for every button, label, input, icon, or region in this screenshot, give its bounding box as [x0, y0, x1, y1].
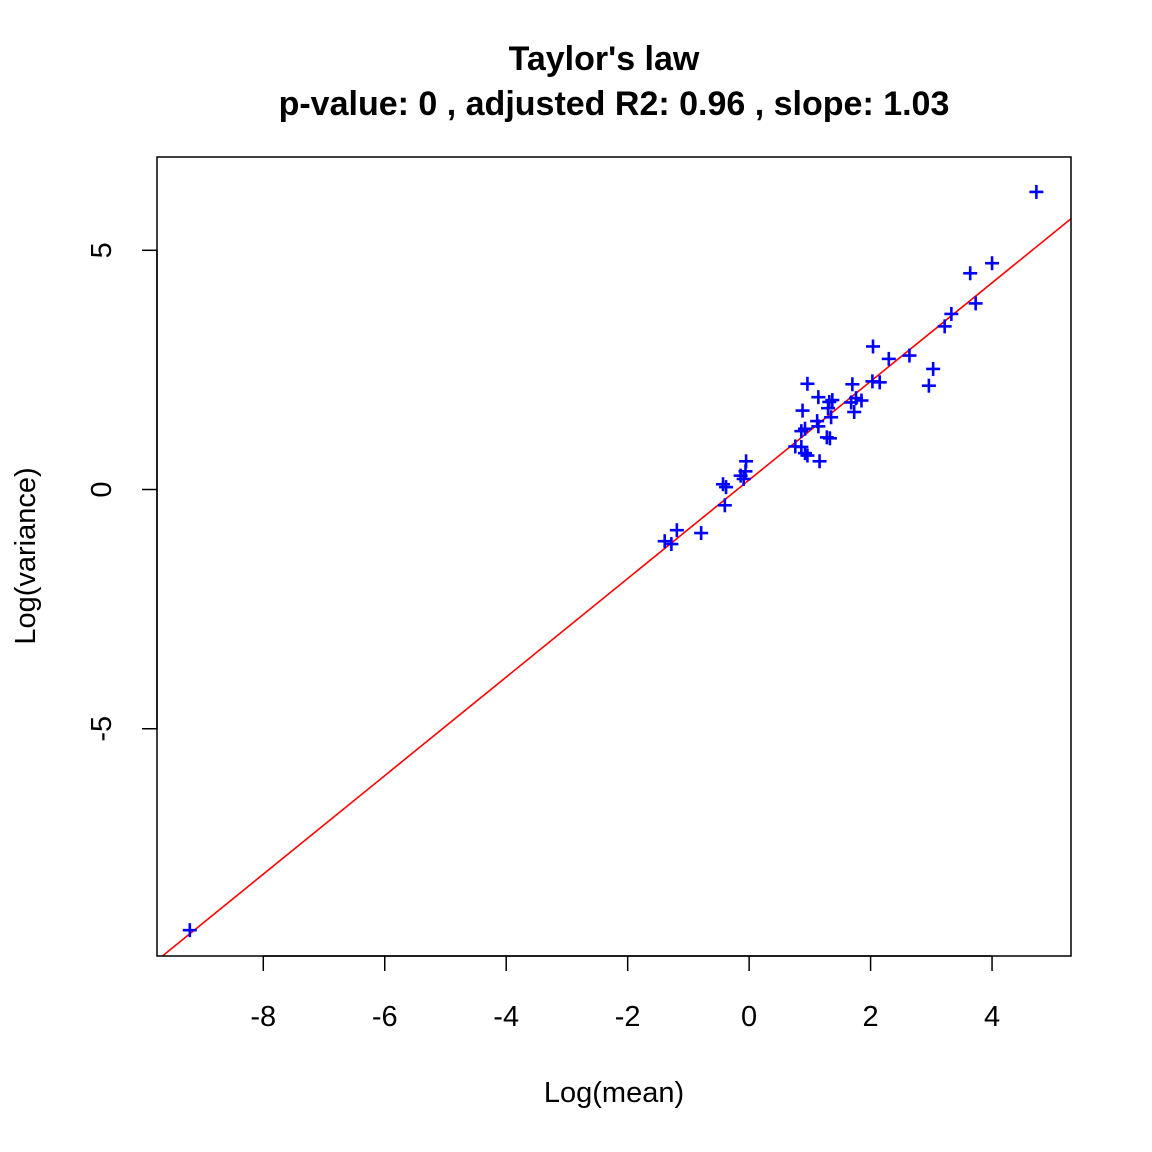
- x-tick-label: -2: [615, 1001, 641, 1033]
- data-point: [968, 296, 983, 311]
- chart-title: Taylor's law: [509, 40, 700, 78]
- data-point: [657, 534, 672, 549]
- data-point: [664, 537, 679, 552]
- data-point: [847, 405, 862, 420]
- data-point: [944, 306, 959, 321]
- data-point: [926, 361, 941, 376]
- y-axis-label: Log(variance): [10, 467, 42, 644]
- data-point: [800, 448, 815, 463]
- data-point: [825, 393, 840, 408]
- plot-frame: [156, 156, 1072, 957]
- data-point: [788, 439, 803, 454]
- data-point: [794, 424, 809, 439]
- data-point: [844, 395, 859, 410]
- y-tick-label: -5: [86, 716, 118, 742]
- data-point: [719, 480, 734, 495]
- data-point: [812, 454, 827, 469]
- x-axis-label: Log(mean): [544, 1077, 684, 1109]
- data-point: [811, 390, 826, 405]
- x-tick-label: 4: [984, 1001, 1000, 1033]
- data-point: [872, 375, 887, 390]
- data-point: [963, 266, 978, 281]
- data-point: [800, 376, 815, 391]
- data-point: [182, 923, 197, 938]
- data-point: [921, 378, 936, 393]
- data-point: [821, 401, 836, 416]
- x-tick-label: -6: [372, 1001, 398, 1033]
- x-tick-label: 0: [741, 1001, 757, 1033]
- data-point: [985, 256, 1000, 271]
- y-tick-label: 5: [86, 242, 118, 258]
- data-point: [717, 498, 732, 513]
- data-point: [669, 523, 684, 538]
- x-tick-label: -4: [493, 1001, 519, 1033]
- data-point: [694, 526, 709, 541]
- data-point: [937, 319, 952, 334]
- fit-line: [161, 218, 1071, 956]
- data-point: [881, 351, 896, 366]
- data-point: [716, 477, 731, 492]
- data-point: [733, 468, 748, 483]
- data-point: [1029, 184, 1044, 199]
- data-point: [797, 446, 812, 461]
- data-point: [819, 430, 834, 445]
- data-point: [795, 403, 810, 418]
- data-point: [811, 419, 826, 434]
- data-point: [866, 339, 881, 354]
- fit-line-layer: [161, 218, 1071, 956]
- x-tick-label: -8: [250, 1001, 276, 1033]
- y-tick-label: 0: [86, 481, 118, 497]
- x-axis: -8 -6 -4 -2 0 2 4: [250, 955, 1000, 1033]
- data-point: [845, 377, 860, 392]
- data-point: [736, 471, 751, 486]
- x-tick-label: 2: [863, 1001, 879, 1033]
- points-layer: [182, 184, 1044, 938]
- y-axis: -5 0 5: [86, 242, 158, 742]
- data-point: [824, 410, 839, 425]
- chart-subtitle: p-value: 0 , adjusted R2: 0.96 , slope: …: [279, 85, 950, 123]
- data-point: [902, 348, 917, 363]
